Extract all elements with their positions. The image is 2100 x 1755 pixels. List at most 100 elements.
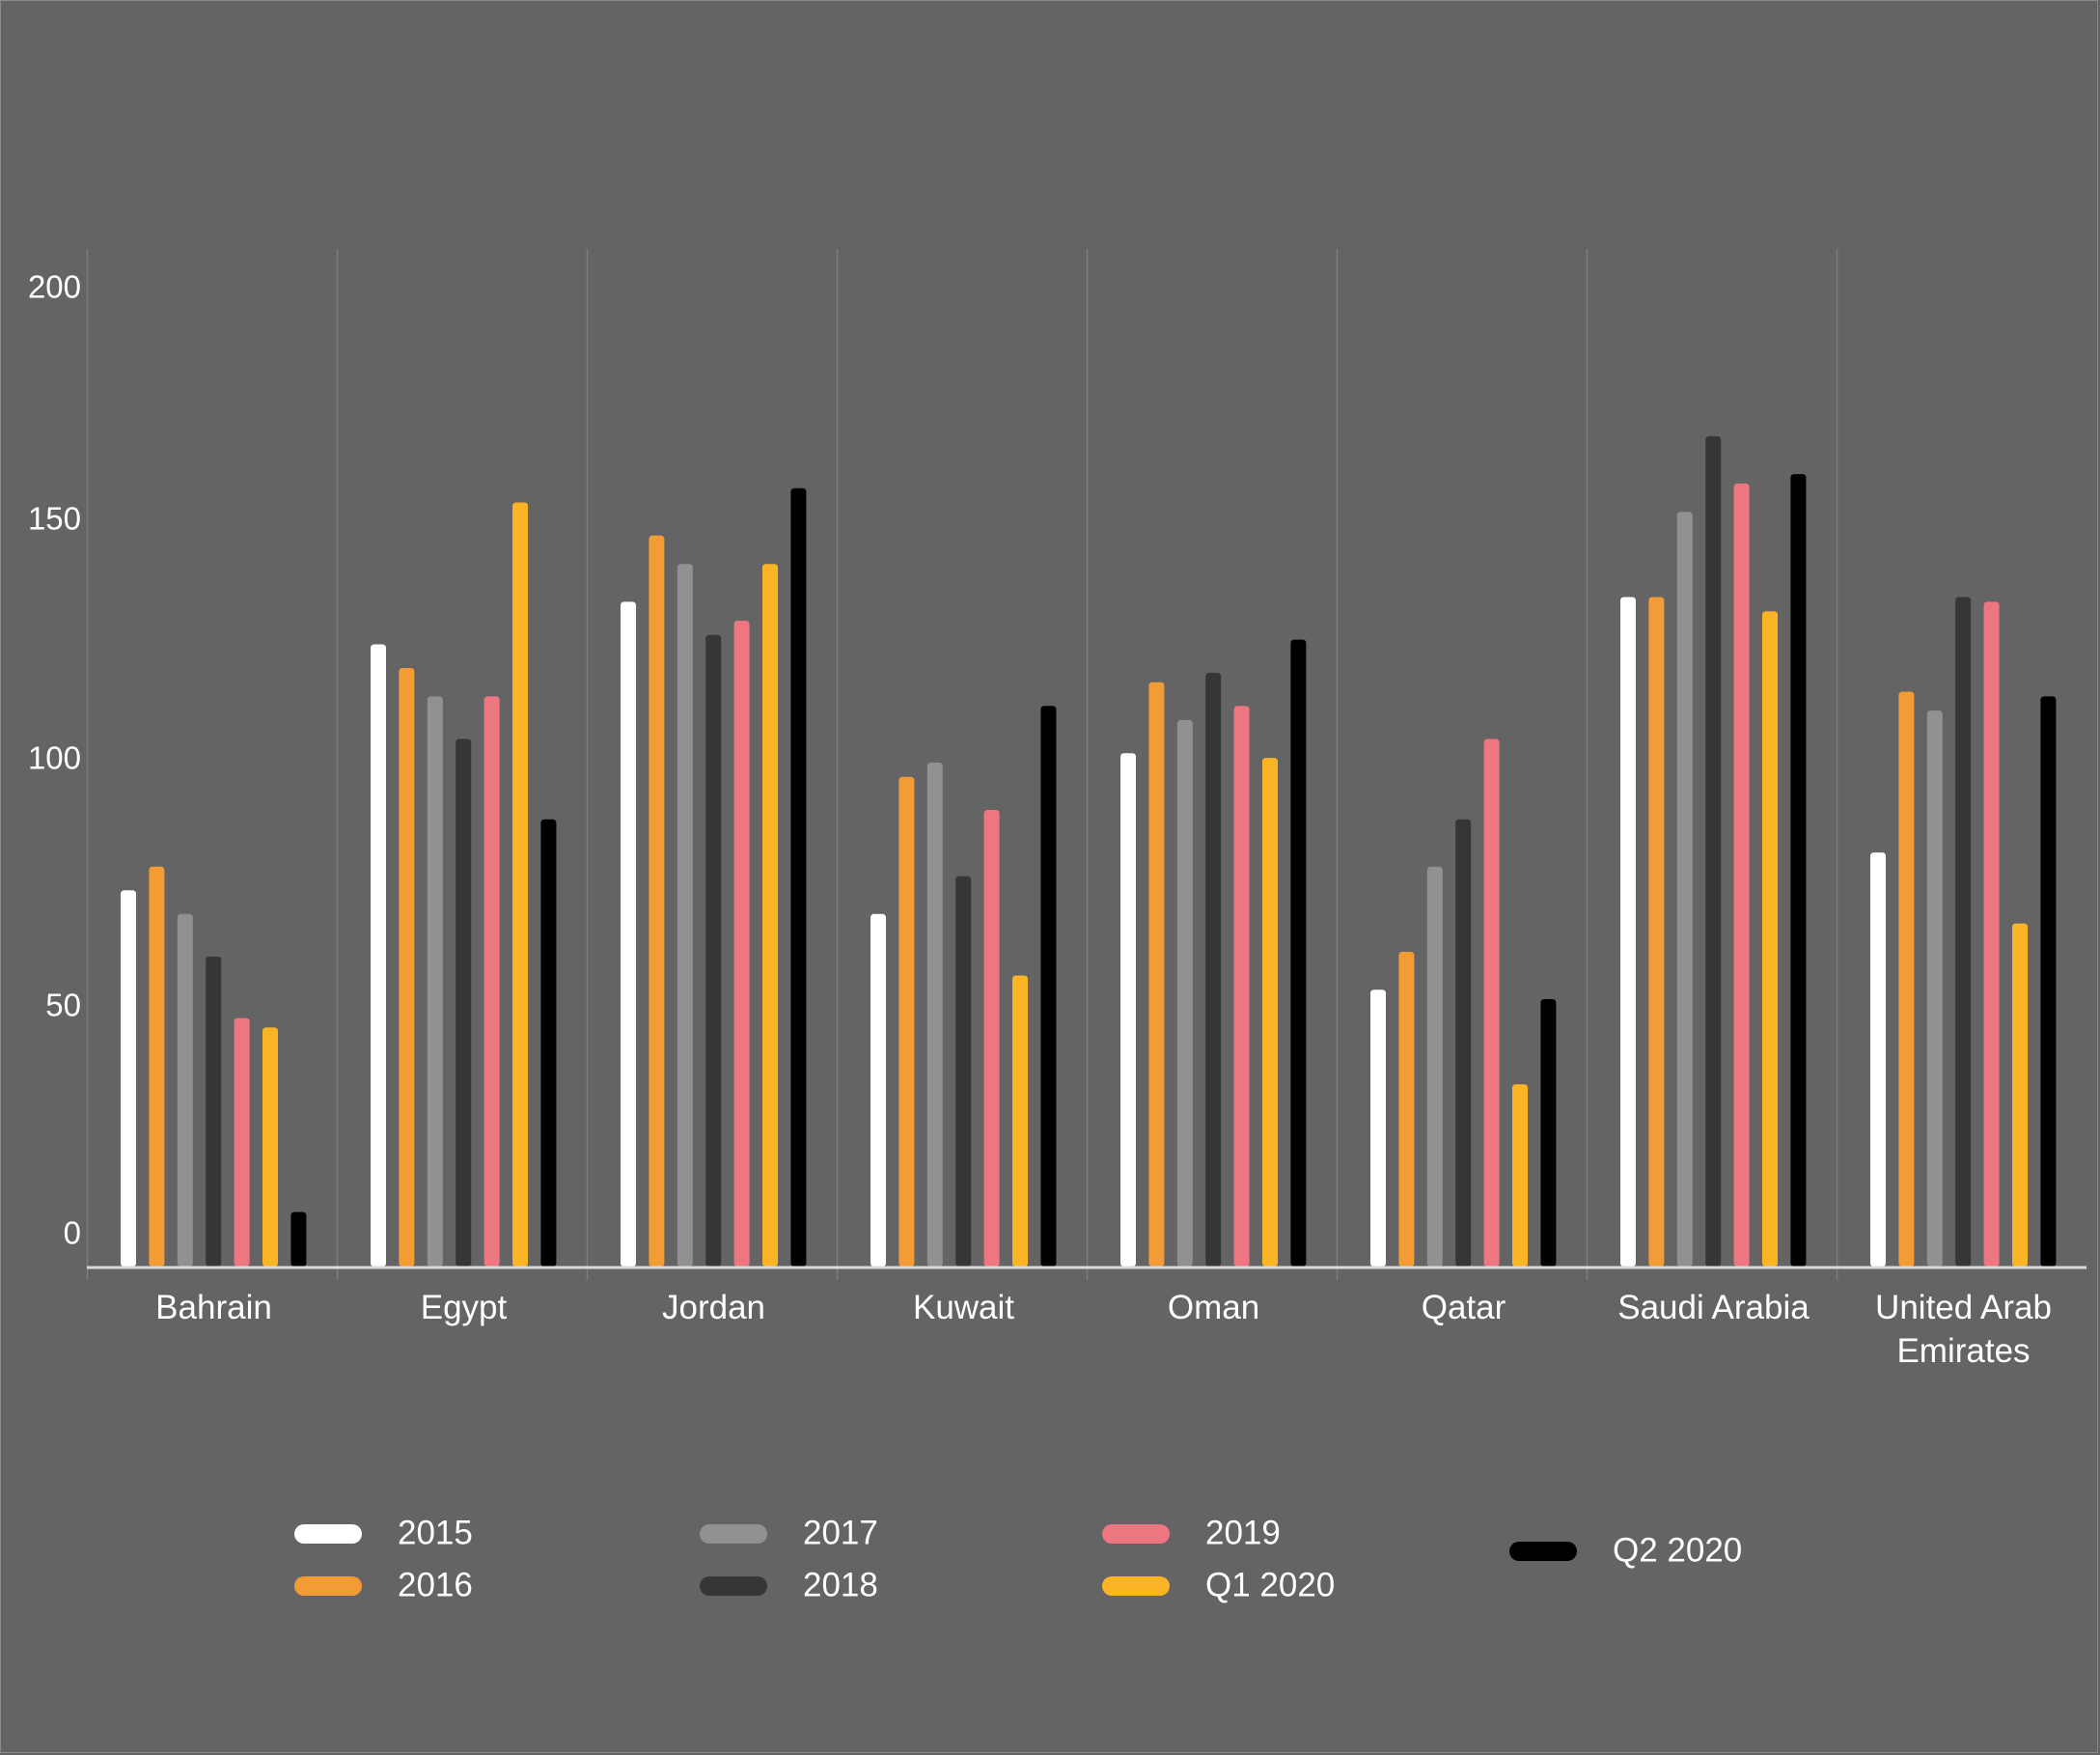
bar — [121, 890, 136, 1267]
x-axis-ticks: Bahrain Egypt Jordan Kuwait Oman Qatar Saudi A… — [155, 1289, 2052, 1370]
x-tick-label: Kuwait — [913, 1289, 1014, 1326]
legend-item: 2019 — [1102, 1514, 1281, 1551]
x-tick-label-line: Saudi Arabia — [1617, 1289, 1810, 1326]
bar — [649, 535, 665, 1267]
bar — [1926, 710, 1943, 1267]
x-tick-label-line: Oman — [1168, 1289, 1259, 1326]
bar — [926, 763, 943, 1267]
x-tick-label: Qatar — [1422, 1289, 1506, 1326]
bar — [206, 956, 222, 1267]
x-tick-label-line: United Arab — [1875, 1289, 2052, 1326]
x-tick-label-line: Kuwait — [913, 1289, 1014, 1326]
x-tick-label: United Arab Emirates — [1875, 1289, 2052, 1370]
bar — [1790, 474, 1807, 1268]
bar — [484, 696, 500, 1267]
bar — [1540, 999, 1557, 1267]
bar — [983, 810, 1000, 1267]
bar — [512, 502, 528, 1267]
bar — [1398, 952, 1415, 1267]
bar — [427, 696, 443, 1267]
x-tick-label-line: Bahrain — [155, 1289, 272, 1326]
legend-swatch — [294, 1524, 362, 1544]
bar — [1426, 866, 1443, 1267]
bar-group-jordan — [621, 488, 807, 1267]
bar — [955, 876, 972, 1267]
bar-group-qatar — [1370, 738, 1557, 1267]
legend-item: 2018 — [700, 1566, 878, 1603]
legend-label: 2016 — [398, 1566, 473, 1603]
x-tick-label-line: Qatar — [1422, 1289, 1506, 1326]
legend-item: 2015 — [294, 1514, 473, 1551]
bar — [1870, 852, 1886, 1267]
bar — [2040, 696, 2057, 1267]
y-tick-label: 200 — [28, 269, 81, 305]
bar — [1370, 989, 1386, 1267]
bar — [1176, 719, 1193, 1267]
bar-group-egypt — [371, 502, 557, 1267]
bar — [790, 488, 807, 1267]
bar — [898, 776, 915, 1267]
bar — [1483, 738, 1500, 1267]
legend-swatch — [700, 1576, 767, 1596]
bar-group-kuwait — [870, 706, 1057, 1267]
bar — [677, 564, 693, 1267]
bar — [1262, 758, 1278, 1267]
x-tick-label: Egypt — [421, 1289, 508, 1326]
legend-swatch — [700, 1524, 767, 1544]
bar — [1762, 611, 1778, 1267]
y-tick-label: 150 — [28, 501, 81, 537]
x-tick-label: Bahrain — [155, 1289, 272, 1326]
bar — [290, 1212, 307, 1267]
bar — [371, 644, 386, 1267]
bar — [262, 1027, 278, 1267]
bar — [733, 621, 750, 1267]
bar — [2012, 923, 2028, 1267]
bar-group-bahrain — [121, 866, 307, 1267]
gridlines — [86, 249, 1838, 1280]
bar — [870, 913, 886, 1267]
legend-label: 2019 — [1205, 1514, 1281, 1551]
legend-label: Q1 2020 — [1205, 1566, 1335, 1603]
bar — [540, 819, 557, 1267]
bar — [1705, 435, 1722, 1267]
bar — [1120, 753, 1136, 1267]
bars — [121, 435, 2057, 1268]
legend-swatch — [1102, 1524, 1170, 1544]
bar — [149, 866, 165, 1267]
bar — [621, 601, 636, 1267]
legend-item: 2017 — [700, 1514, 878, 1551]
bar-group-saudi-arabia — [1620, 435, 1807, 1268]
bar — [1233, 706, 1250, 1267]
x-tick-label: Jordan — [662, 1289, 765, 1326]
bar — [1620, 597, 1636, 1267]
bar — [1676, 512, 1693, 1267]
legend-swatch — [1102, 1576, 1170, 1596]
legend-label: 2015 — [398, 1514, 473, 1551]
bar — [1983, 601, 2000, 1267]
x-tick-label-line: Emirates — [1896, 1332, 2030, 1370]
x-tick-label: Oman — [1168, 1289, 1259, 1326]
bar — [1148, 682, 1165, 1267]
legend-item: 2016 — [294, 1566, 473, 1603]
bar — [762, 564, 778, 1267]
bar — [1648, 597, 1665, 1267]
y-tick-label: 50 — [45, 988, 81, 1023]
legend-label: Q2 2020 — [1613, 1531, 1742, 1569]
legend-item: Q2 2020 — [1509, 1531, 1742, 1569]
bar — [456, 738, 472, 1267]
bar — [1290, 639, 1307, 1267]
bar — [1955, 597, 1972, 1267]
bar — [399, 668, 415, 1267]
legend: 2015 2016 2017 2018 2019 Q1 2020 Q2 2020 — [294, 1514, 1742, 1603]
legend-swatch — [1509, 1542, 1577, 1561]
y-axis-ticks: 0 50 100 150 200 — [28, 269, 81, 1251]
x-tick-label-line: Jordan — [662, 1289, 765, 1326]
bar — [1455, 819, 1472, 1267]
x-tick-label-line: Egypt — [421, 1289, 508, 1326]
bar — [1733, 483, 1750, 1267]
legend-swatch — [294, 1576, 362, 1596]
x-tick-label: Saudi Arabia — [1617, 1289, 1810, 1326]
bar — [1512, 1084, 1528, 1267]
